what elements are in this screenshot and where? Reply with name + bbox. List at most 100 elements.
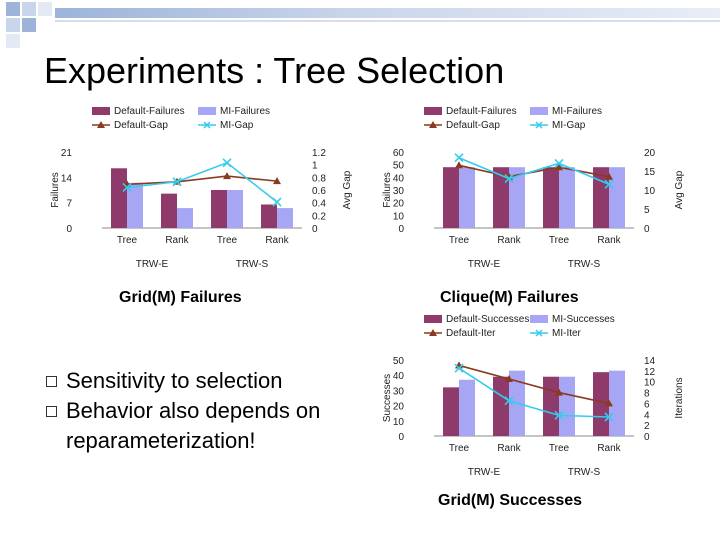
y2-tick-label: 0	[644, 224, 650, 235]
bar	[609, 370, 625, 436]
line-point	[554, 158, 564, 168]
y-tick-label: 0	[398, 432, 404, 443]
legend-label: Default-Failures	[114, 106, 185, 117]
deco-square	[38, 2, 52, 16]
x-tick-label: Rank	[265, 235, 289, 246]
line-point	[555, 388, 563, 396]
x-tick-label: Rank	[165, 235, 189, 246]
chart-clique-failures: Default-Failures MI-Failures Default-Gap MI…	[382, 106, 685, 270]
line-point	[222, 158, 232, 168]
header-stripe-thin	[55, 20, 720, 22]
chart-caption-clique-failures: Clique(M) Failures	[440, 289, 579, 306]
line-point	[172, 177, 182, 187]
x-group-label: TRW-E	[136, 259, 169, 270]
line-point	[122, 182, 132, 193]
y-tick-label: 10	[393, 417, 405, 428]
line-point	[505, 375, 513, 382]
y2-tick-label: 14	[644, 356, 656, 367]
bullet-text: Sensitivity to selection	[66, 368, 283, 393]
x-group-label: TRW-S	[568, 259, 601, 270]
x-tick-label: Rank	[597, 235, 621, 246]
line-point	[273, 177, 281, 185]
x-group-label: TRW-S	[236, 259, 269, 270]
series-line	[126, 175, 278, 186]
legend-marker	[429, 121, 437, 128]
line-point	[504, 396, 514, 406]
bar	[177, 208, 193, 228]
y-tick-label: 21	[61, 148, 73, 159]
y2-tick-label: 0	[644, 432, 650, 443]
y-tick-label: 20	[393, 402, 405, 413]
series-line	[458, 364, 610, 405]
legend-label: Default-Failures	[446, 106, 517, 117]
line-point	[604, 179, 614, 189]
y2-tick-label: 0.2	[312, 211, 326, 222]
legend-marker	[203, 121, 211, 129]
y2-tick-label: 2	[644, 421, 650, 432]
y-axis-label: Successes	[382, 374, 393, 422]
legend-swatch	[92, 107, 110, 115]
header-stripe	[55, 8, 720, 18]
x-group-label: TRW-E	[468, 259, 501, 270]
bar	[227, 190, 243, 228]
y-tick-label: 50	[393, 161, 405, 172]
y2-tick-label: 0.6	[312, 186, 326, 197]
deco-square	[22, 2, 36, 16]
y2-tick-label: 4	[644, 410, 650, 421]
bar	[559, 167, 575, 228]
y2-tick-label: 1	[312, 161, 318, 172]
series-line	[458, 164, 610, 178]
y-tick-label: 40	[393, 173, 405, 184]
y2-tick-label: 20	[644, 148, 656, 159]
y-tick-label: 0	[66, 224, 72, 235]
deco-square	[6, 34, 20, 48]
bar	[459, 167, 475, 228]
line-point	[455, 161, 463, 169]
line-point	[604, 412, 614, 422]
y-tick-label: 30	[393, 186, 405, 197]
y2-axis-label: Avg Gap	[342, 170, 353, 209]
line-point	[223, 172, 231, 180]
bar	[111, 168, 127, 228]
line-point	[272, 197, 282, 207]
bar	[127, 182, 143, 228]
series-line	[458, 367, 610, 418]
y2-axis-label: Iterations	[674, 377, 685, 418]
bar	[543, 167, 559, 228]
bullet-box-icon	[46, 376, 57, 387]
deco-square	[22, 18, 36, 32]
series-line	[126, 161, 278, 203]
line-point	[605, 399, 613, 407]
y2-tick-label: 5	[644, 205, 650, 216]
chart-caption-grid-successes: Grid(M) Successes	[438, 492, 583, 509]
x-tick-label: Tree	[449, 443, 470, 454]
y-tick-label: 20	[393, 199, 405, 210]
y-tick-label: 0	[398, 224, 404, 235]
y2-tick-label: 0.4	[312, 199, 326, 210]
line-point	[554, 410, 564, 420]
y2-tick-label: 12	[644, 367, 656, 378]
y2-tick-label: 10	[644, 186, 656, 197]
line-point	[454, 363, 464, 373]
bullet-item: Behavior also depends on reparameterizat…	[46, 396, 366, 456]
x-tick-label: Tree	[117, 235, 138, 246]
x-tick-label: Tree	[217, 235, 238, 246]
y2-tick-label: 6	[644, 399, 650, 410]
bar	[277, 208, 293, 228]
legend-label: Default-Gap	[446, 120, 500, 131]
legend-label: Default-Iter	[446, 328, 496, 339]
legend-marker	[535, 329, 543, 337]
legend-marker	[97, 121, 105, 128]
y-tick-label: 30	[393, 386, 405, 397]
bullet-list: Sensitivity to selection Behavior also d…	[46, 366, 366, 456]
legend-marker	[535, 121, 543, 129]
line-point	[454, 153, 464, 163]
bar	[261, 204, 277, 228]
legend-label: MI-Gap	[552, 120, 586, 131]
bullet-item: Sensitivity to selection	[46, 366, 366, 396]
y-tick-label: 7	[66, 199, 72, 210]
legend-label: MI-Gap	[220, 120, 254, 131]
bullet-text: Behavior also depends on reparameterizat…	[66, 398, 321, 453]
y-axis-label: Failures	[50, 172, 61, 208]
legend-label: Default-Gap	[114, 120, 168, 131]
